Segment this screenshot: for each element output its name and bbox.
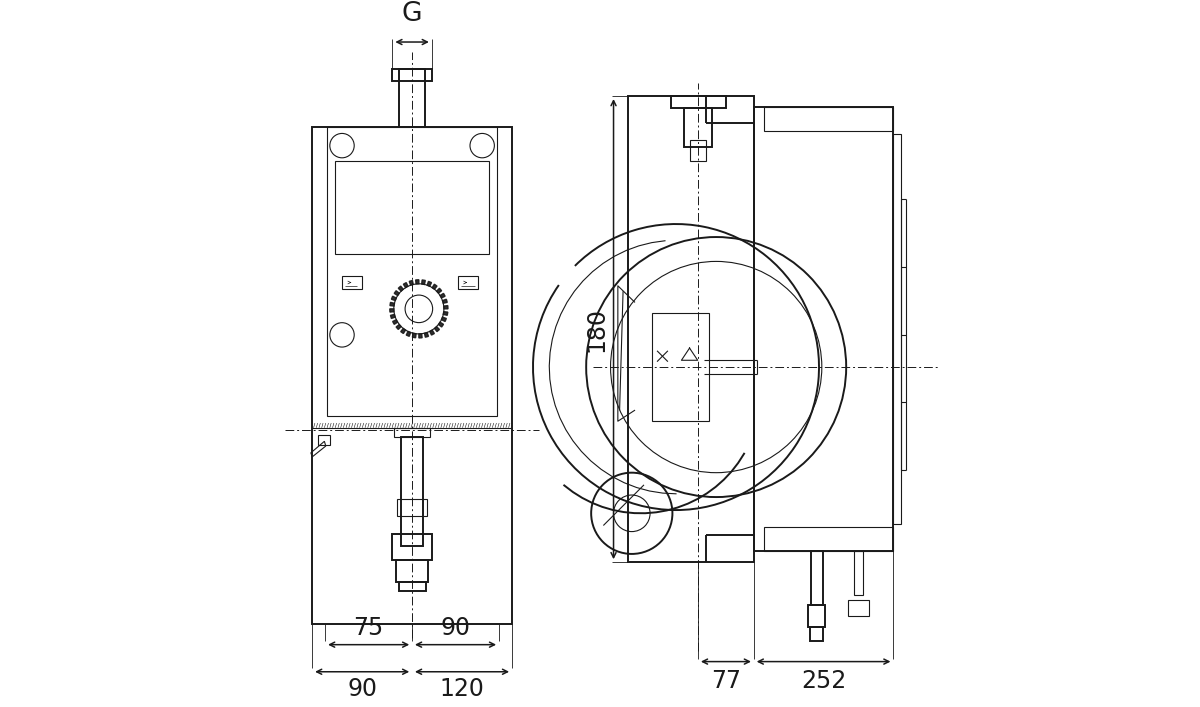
- Polygon shape: [403, 283, 408, 288]
- Polygon shape: [425, 332, 428, 337]
- Bar: [395, 428, 430, 437]
- Polygon shape: [440, 293, 445, 298]
- Polygon shape: [391, 296, 396, 300]
- Bar: [690, 140, 706, 160]
- Bar: [397, 499, 427, 516]
- Polygon shape: [392, 320, 397, 325]
- Bar: [809, 605, 824, 627]
- Polygon shape: [407, 332, 410, 337]
- Polygon shape: [390, 303, 395, 306]
- Text: 90: 90: [440, 616, 470, 640]
- Polygon shape: [390, 309, 394, 312]
- Bar: [396, 560, 428, 582]
- Text: 252: 252: [800, 669, 846, 693]
- Bar: [754, 107, 893, 551]
- Polygon shape: [398, 286, 403, 291]
- Bar: [312, 127, 512, 624]
- Polygon shape: [396, 325, 401, 329]
- Polygon shape: [438, 322, 444, 327]
- Polygon shape: [432, 284, 437, 289]
- Bar: [398, 582, 426, 591]
- Bar: [652, 313, 708, 421]
- Polygon shape: [442, 317, 446, 322]
- Bar: [764, 107, 893, 132]
- Bar: [342, 276, 362, 288]
- Polygon shape: [443, 299, 448, 303]
- Polygon shape: [419, 334, 422, 338]
- Text: 90: 90: [347, 677, 377, 701]
- Bar: [893, 134, 901, 524]
- Bar: [328, 127, 497, 416]
- Text: 77: 77: [710, 669, 740, 693]
- Bar: [854, 551, 863, 595]
- Polygon shape: [444, 305, 448, 309]
- Bar: [391, 534, 432, 560]
- Polygon shape: [421, 280, 425, 284]
- Bar: [392, 69, 432, 81]
- Bar: [684, 108, 712, 147]
- Bar: [848, 600, 869, 617]
- Polygon shape: [390, 315, 395, 318]
- Bar: [810, 627, 823, 641]
- Polygon shape: [430, 330, 434, 335]
- Polygon shape: [437, 288, 442, 293]
- Polygon shape: [434, 327, 439, 332]
- Bar: [400, 69, 425, 127]
- Polygon shape: [413, 333, 416, 338]
- Polygon shape: [427, 281, 432, 286]
- Polygon shape: [443, 312, 448, 315]
- Bar: [318, 436, 330, 445]
- Bar: [671, 96, 726, 108]
- Bar: [764, 527, 893, 551]
- Text: G: G: [402, 1, 422, 27]
- Text: 180: 180: [584, 307, 608, 351]
- Text: 120: 120: [439, 677, 485, 701]
- Polygon shape: [409, 281, 413, 285]
- Polygon shape: [401, 329, 406, 334]
- Bar: [810, 551, 823, 605]
- Polygon shape: [395, 291, 400, 296]
- Text: 75: 75: [354, 616, 384, 640]
- Bar: [401, 437, 422, 547]
- Bar: [458, 276, 478, 288]
- Bar: [335, 161, 488, 254]
- Polygon shape: [415, 280, 419, 284]
- Bar: [629, 96, 754, 562]
